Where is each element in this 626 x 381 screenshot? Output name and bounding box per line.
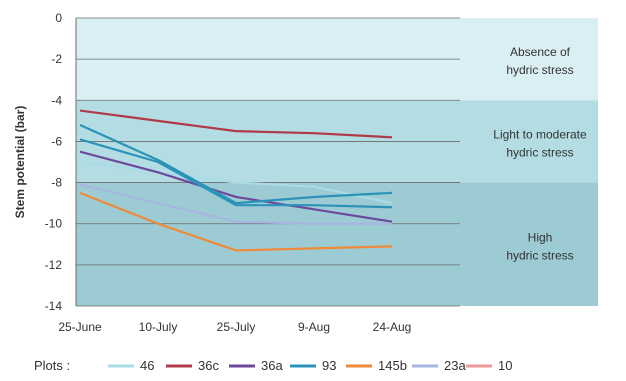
x-tick-label: 25-July bbox=[217, 320, 256, 334]
legend-title: Plots : bbox=[34, 358, 70, 373]
y-tick-label: -2 bbox=[51, 52, 62, 66]
legend-label-10: 10 bbox=[498, 358, 512, 373]
series-line-93 bbox=[79, 123, 393, 205]
y-tick-label: -12 bbox=[45, 258, 63, 272]
legend: Plots : 46 36c 36a 93 145b 23a 10 bbox=[34, 358, 512, 373]
zone-label-2: High hydric stress bbox=[506, 230, 573, 262]
zone-label-line: hydric stress bbox=[506, 63, 573, 77]
y-tick-label: -6 bbox=[51, 134, 62, 148]
x-tick-label: 25-June bbox=[58, 320, 102, 334]
legend-label-36c: 36c bbox=[198, 358, 219, 373]
series-line-145b bbox=[79, 191, 393, 252]
zone-label-line: Light to moderate bbox=[493, 127, 587, 141]
axes: 0 -2 -4 -6 -8 -10 -12 -14 25-June 10-July 25-July 9… bbox=[45, 11, 412, 334]
y-tick-label: -4 bbox=[51, 93, 62, 107]
series-line-46 bbox=[79, 160, 393, 205]
series-line-36c bbox=[79, 109, 393, 139]
y-tick-label: -10 bbox=[45, 217, 63, 231]
y-tick-label: -8 bbox=[51, 176, 62, 190]
y-tick-label: 0 bbox=[55, 11, 62, 25]
legend-label-93: 93 bbox=[322, 358, 336, 373]
legend-label-23a: 23a bbox=[444, 358, 466, 373]
zone-label-1: Light to moderate hydric stress bbox=[493, 127, 587, 159]
x-tick-label: 9-Aug bbox=[298, 320, 330, 334]
legend-label-36a: 36a bbox=[261, 358, 283, 373]
zone-label-line: Absence of bbox=[510, 45, 571, 59]
x-tick-label: 24-Aug bbox=[373, 320, 412, 334]
series-line-36a bbox=[79, 150, 393, 223]
series-line-93 bbox=[79, 138, 393, 209]
zone-label-0: Absence of hydric stress bbox=[506, 45, 573, 77]
legend-label-145b: 145b bbox=[378, 358, 407, 373]
gridlines bbox=[76, 17, 460, 307]
zone-label-line: hydric stress bbox=[506, 248, 573, 262]
y-axis-label: Stem potential (bar) bbox=[13, 106, 27, 219]
x-tick-label: 10-July bbox=[139, 320, 178, 334]
legend-label-46: 46 bbox=[140, 358, 154, 373]
zone-label-line: High bbox=[528, 230, 553, 244]
series-lines bbox=[79, 109, 393, 252]
series-line-23a bbox=[79, 183, 392, 225]
y-tick-label: -14 bbox=[45, 299, 63, 313]
zone-label-line: hydric stress bbox=[506, 145, 573, 159]
stress-zone-2 bbox=[76, 182, 598, 306]
